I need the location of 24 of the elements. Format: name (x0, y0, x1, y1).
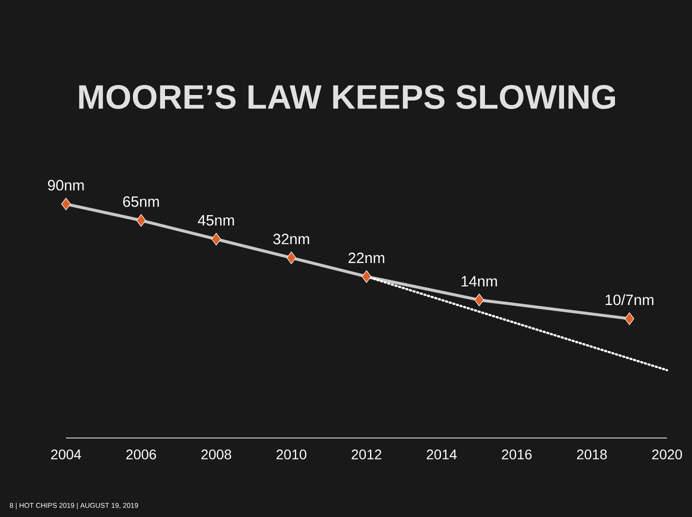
point (61, 198, 71, 210)
x-tick-label: 2014 (426, 450, 457, 460)
annotation: 65nm (123, 196, 159, 207)
annotation: 14nm (462, 276, 497, 286)
x-tick-label: 2016 (502, 450, 532, 460)
x-tick-label: 2006 (126, 450, 156, 460)
annotation: 32nm (273, 234, 310, 244)
point (136, 214, 146, 227)
annotation: 22nm (348, 252, 384, 264)
x-tick-label: 2020 (652, 450, 682, 460)
x-tick-label: 2008 (201, 450, 232, 460)
point (474, 294, 484, 306)
point (211, 232, 222, 246)
chart-title: MOORE’S LAW KEEPS SLOWING (79, 85, 615, 109)
x-tick-label: 2010 (276, 450, 306, 460)
annotation: 10/7nm (606, 294, 654, 306)
point (624, 312, 634, 325)
point (362, 270, 372, 283)
point (286, 252, 296, 264)
x-tick-label: 2018 (577, 450, 607, 460)
x-tick-label: 2004 (51, 450, 82, 460)
annotation: 45nm (198, 215, 234, 226)
x-tick-label: 2012 (352, 450, 382, 460)
annotation: 90nm (48, 180, 84, 191)
